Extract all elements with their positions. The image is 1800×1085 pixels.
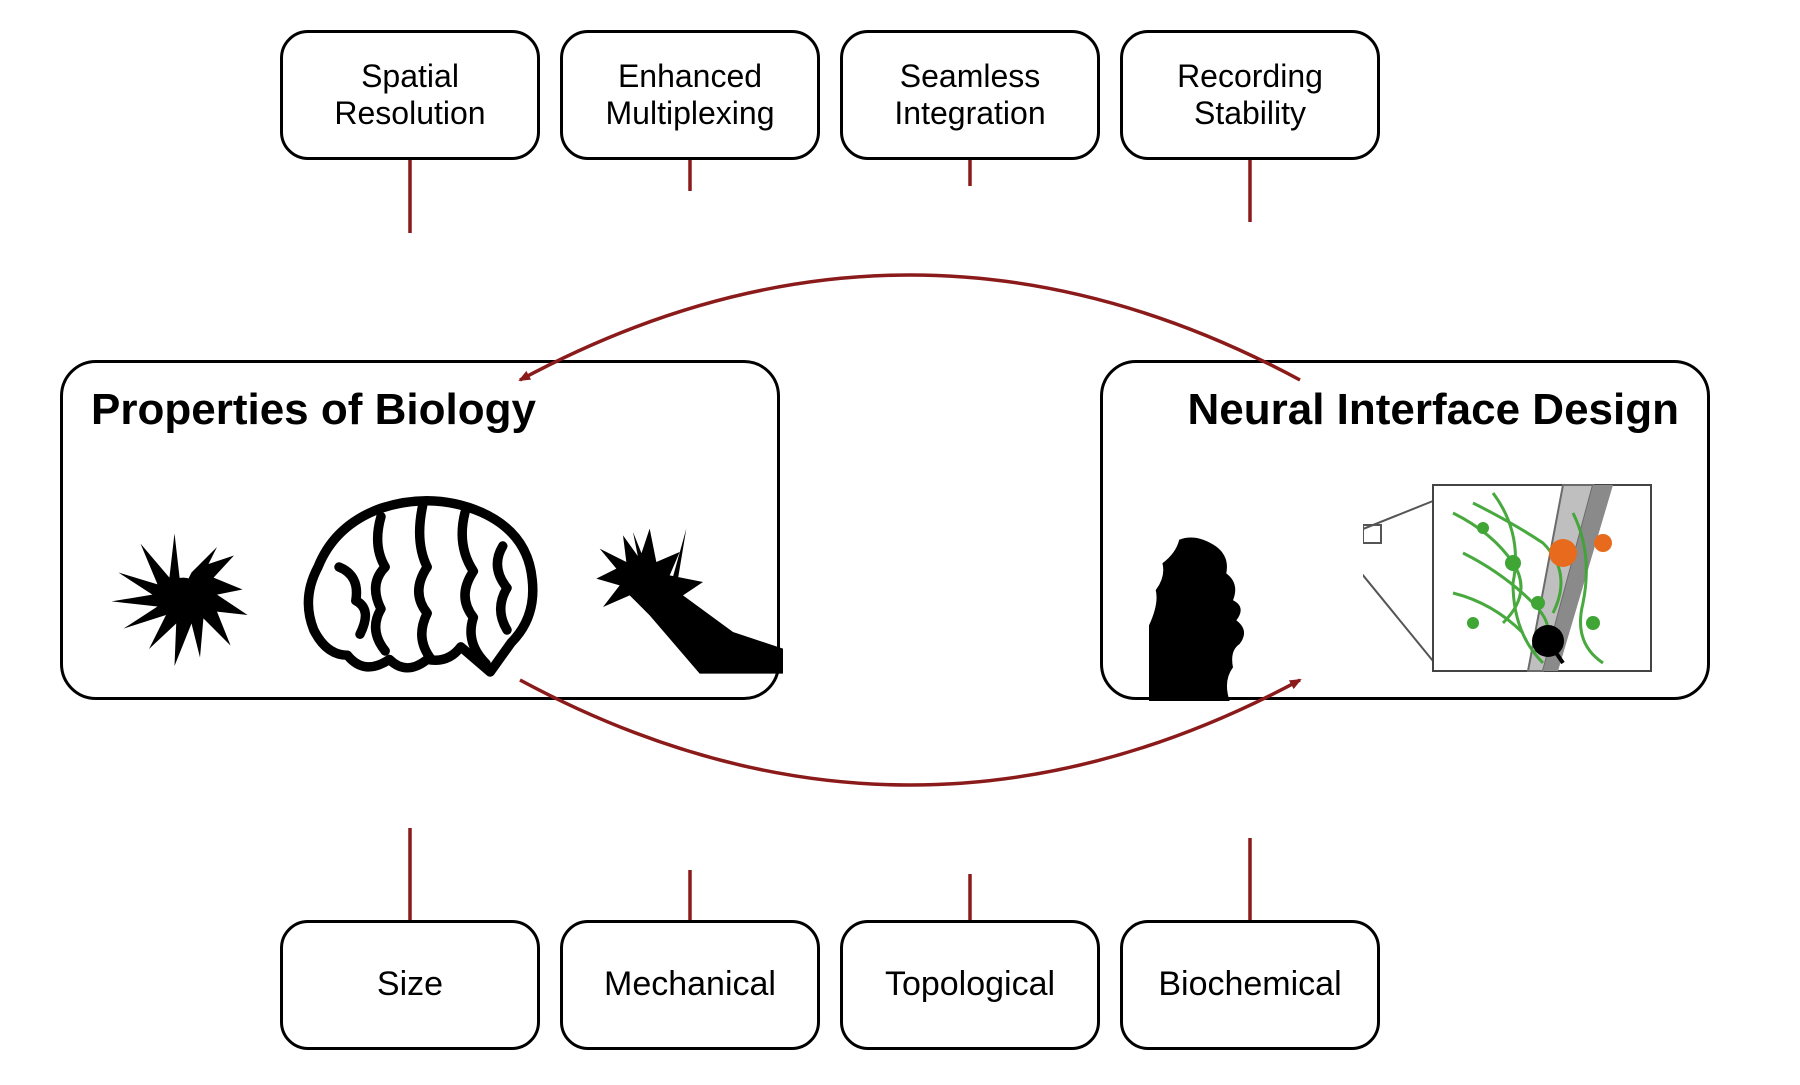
node-label-line1: Enhanced [618,58,762,95]
node-recording-stability: Recording Stability [1120,30,1380,160]
node-size: Size [280,920,540,1050]
node-spatial-resolution: Spatial Resolution [280,30,540,160]
diagram-stage: Spatial Resolution Enhanced Multiplexing… [0,0,1800,1085]
node-biochemical: Biochemical [1120,920,1380,1050]
main-node-title: Properties of Biology [63,363,777,443]
node-enhanced-multiplexing: Enhanced Multiplexing [560,30,820,160]
main-node-neural-interface-design: Neural Interface Design [1100,360,1710,700]
neural-probe-inset [1363,473,1663,683]
node-label: Size [377,965,443,1004]
node-mechanical: Mechanical [560,920,820,1050]
node-topological: Topological [840,920,1100,1050]
head-silhouette-icon [1143,533,1323,701]
node-label-line2: Integration [894,95,1045,132]
main-node-properties-of-biology: Properties of Biology [60,360,780,700]
node-label-line1: Recording [1177,58,1323,95]
node-label-line1: Spatial [361,58,459,95]
node-label-line2: Multiplexing [606,95,775,132]
brain-icon [293,483,553,693]
neuron-icon [93,513,273,683]
node-label: Biochemical [1158,965,1341,1004]
insect-icon [583,513,783,701]
node-label-line1: Seamless [900,58,1041,95]
node-label: Mechanical [604,965,776,1004]
node-label: Topological [885,965,1055,1004]
main-node-title: Neural Interface Design [1103,363,1707,443]
node-label-line2: Resolution [334,95,485,132]
node-seamless-integration: Seamless Integration [840,30,1100,160]
node-label-line2: Stability [1194,95,1306,132]
